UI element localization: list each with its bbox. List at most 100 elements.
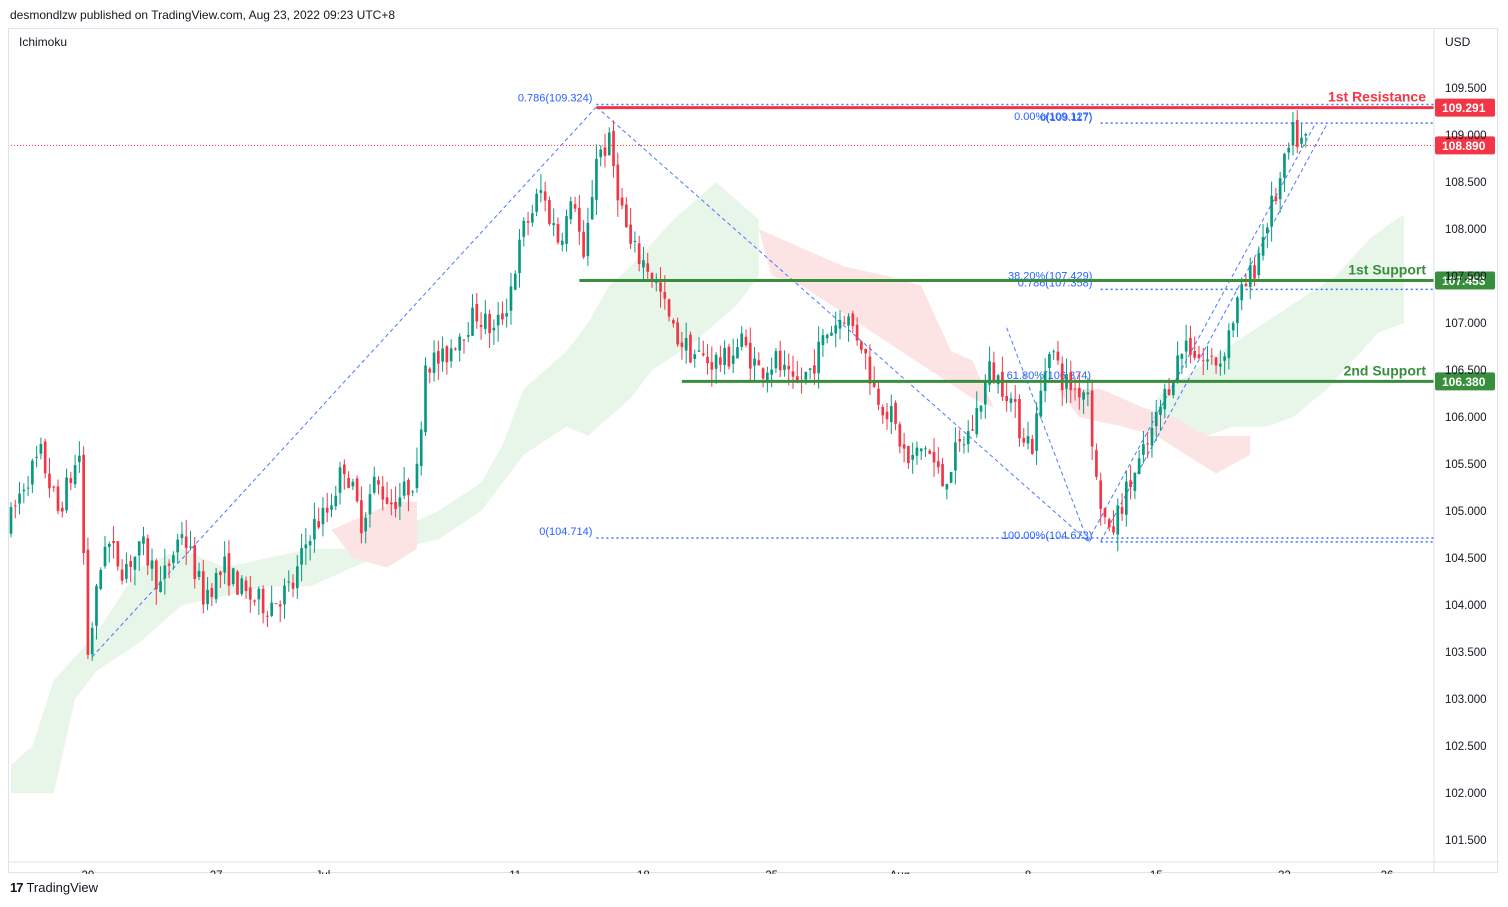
candle-body <box>1154 411 1158 427</box>
candle-body <box>710 362 714 370</box>
candle <box>120 559 124 585</box>
fib-label: 0(104.714) <box>539 526 592 538</box>
candle-body <box>479 324 483 327</box>
candle <box>701 340 705 357</box>
candle <box>295 555 299 599</box>
candle <box>1304 132 1308 148</box>
candle <box>1287 142 1291 160</box>
candle-body <box>1124 481 1128 515</box>
candle-body <box>748 342 752 369</box>
candle-body <box>697 350 701 352</box>
candle <box>1248 257 1252 300</box>
candle <box>1112 510 1115 536</box>
candle <box>526 211 530 236</box>
candle-body <box>206 589 209 605</box>
candle-body <box>902 444 906 449</box>
candle <box>1193 336 1197 361</box>
candle <box>86 537 90 660</box>
candle <box>116 541 120 571</box>
candles-layer <box>9 110 1308 661</box>
candle-body <box>898 424 902 447</box>
candle-body <box>496 314 500 326</box>
candle-body <box>672 320 675 324</box>
candle-body <box>582 231 585 257</box>
candle <box>731 338 735 374</box>
candle-body <box>714 354 718 369</box>
candle <box>364 512 368 544</box>
candle-body <box>1142 444 1145 455</box>
candle <box>483 299 487 335</box>
candle-body <box>642 260 645 268</box>
candle <box>129 554 132 583</box>
fib-label: 0.00%(109.127) <box>1014 111 1092 123</box>
candle <box>1026 421 1030 450</box>
candle <box>958 429 962 452</box>
candle-body <box>445 346 449 363</box>
y-tick-label: 105.000 <box>1445 506 1487 518</box>
candle <box>154 558 158 605</box>
candle-body <box>48 473 51 489</box>
candle <box>817 326 820 389</box>
chart-panel[interactable]: 0.786(109.324) 0(104.714) 0(109.117) 0.00%(… <box>8 28 1499 874</box>
candle <box>864 348 867 370</box>
candle-body <box>236 571 239 595</box>
candle <box>445 345 449 375</box>
candle-body <box>599 149 603 158</box>
candle <box>783 350 786 377</box>
candle-body <box>424 365 427 433</box>
candle <box>821 329 825 357</box>
candle <box>492 319 496 345</box>
candle-body <box>488 313 491 334</box>
candle <box>625 197 628 228</box>
candle-body <box>137 541 141 556</box>
candle-body <box>894 402 897 424</box>
level-name-label: 1st Support <box>1348 261 1426 277</box>
candle-body <box>889 406 893 422</box>
candle <box>1227 323 1231 370</box>
candle <box>988 346 991 393</box>
candle-body <box>1201 360 1205 362</box>
candle <box>283 578 286 619</box>
candle-body <box>471 307 474 336</box>
candle-body <box>778 350 782 371</box>
candle-body <box>449 348 453 362</box>
candle <box>924 445 927 457</box>
candle-body <box>1171 380 1175 396</box>
candle-body <box>56 486 60 511</box>
candle <box>236 570 239 595</box>
x-tick-label: 25 <box>765 870 778 874</box>
candle-body <box>629 224 632 244</box>
candle <box>1082 389 1085 415</box>
candle-body <box>817 341 820 374</box>
candle <box>1218 350 1222 376</box>
candle-body <box>462 339 466 341</box>
level-price-tag <box>1435 372 1495 391</box>
footer-brand[interactable]: 17 TradingView <box>10 880 98 895</box>
x-tick-label: 8 <box>1025 870 1031 874</box>
candle <box>99 567 103 591</box>
candle-body <box>381 486 385 500</box>
candle-body <box>885 411 889 420</box>
candle-body <box>1210 355 1214 357</box>
candle <box>684 322 688 364</box>
candle-body <box>962 444 966 446</box>
candle-body <box>227 553 231 586</box>
price-chart[interactable]: 0.786(109.324) 0(104.714) 0(109.117)0.00%(… <box>9 29 1499 874</box>
candle <box>22 483 26 504</box>
candle <box>770 357 773 388</box>
x-tick-label: Aug <box>890 870 910 874</box>
candle-body <box>625 204 628 228</box>
candle-body <box>13 505 17 507</box>
candle <box>330 493 333 518</box>
y-tick-label: 104.500 <box>1445 553 1487 565</box>
candle <box>719 345 722 372</box>
candle-body <box>860 341 863 350</box>
candle-body <box>633 241 637 243</box>
candle <box>394 486 397 518</box>
level-name-label: 1st Resistance <box>1328 89 1426 105</box>
candle-body <box>975 407 979 435</box>
candle <box>898 421 902 454</box>
candle <box>60 501 64 518</box>
candle-body <box>907 445 910 464</box>
candle-body <box>1240 284 1244 301</box>
